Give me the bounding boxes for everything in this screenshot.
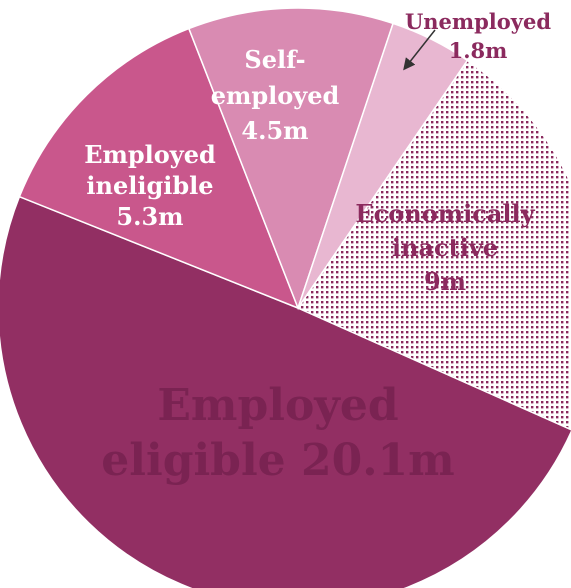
- label-employed-ineligible-line2: ineligible: [86, 171, 213, 200]
- label-economically-inactive-line1: Economically: [355, 199, 535, 228]
- label-economically-inactive-line3: 9m: [424, 267, 466, 296]
- label-employed-eligible-line1: Employed: [157, 380, 398, 431]
- label-self-employed-line3: 4.5m: [241, 116, 308, 145]
- label-employed-ineligible-line1: Employed: [84, 140, 216, 169]
- label-employed-ineligible-line3: 5.3m: [116, 202, 183, 231]
- label-self-employed-line1: Self-: [244, 45, 305, 74]
- label-economically-inactive-line2: inactive: [392, 233, 498, 262]
- label-unemployed-line2: 1.8m: [449, 38, 508, 63]
- label-employed-eligible-line2: eligible 20.1m: [101, 435, 454, 486]
- label-self-employed-line2: employed: [211, 81, 340, 110]
- label-unemployed-line1: Unemployed: [405, 9, 551, 34]
